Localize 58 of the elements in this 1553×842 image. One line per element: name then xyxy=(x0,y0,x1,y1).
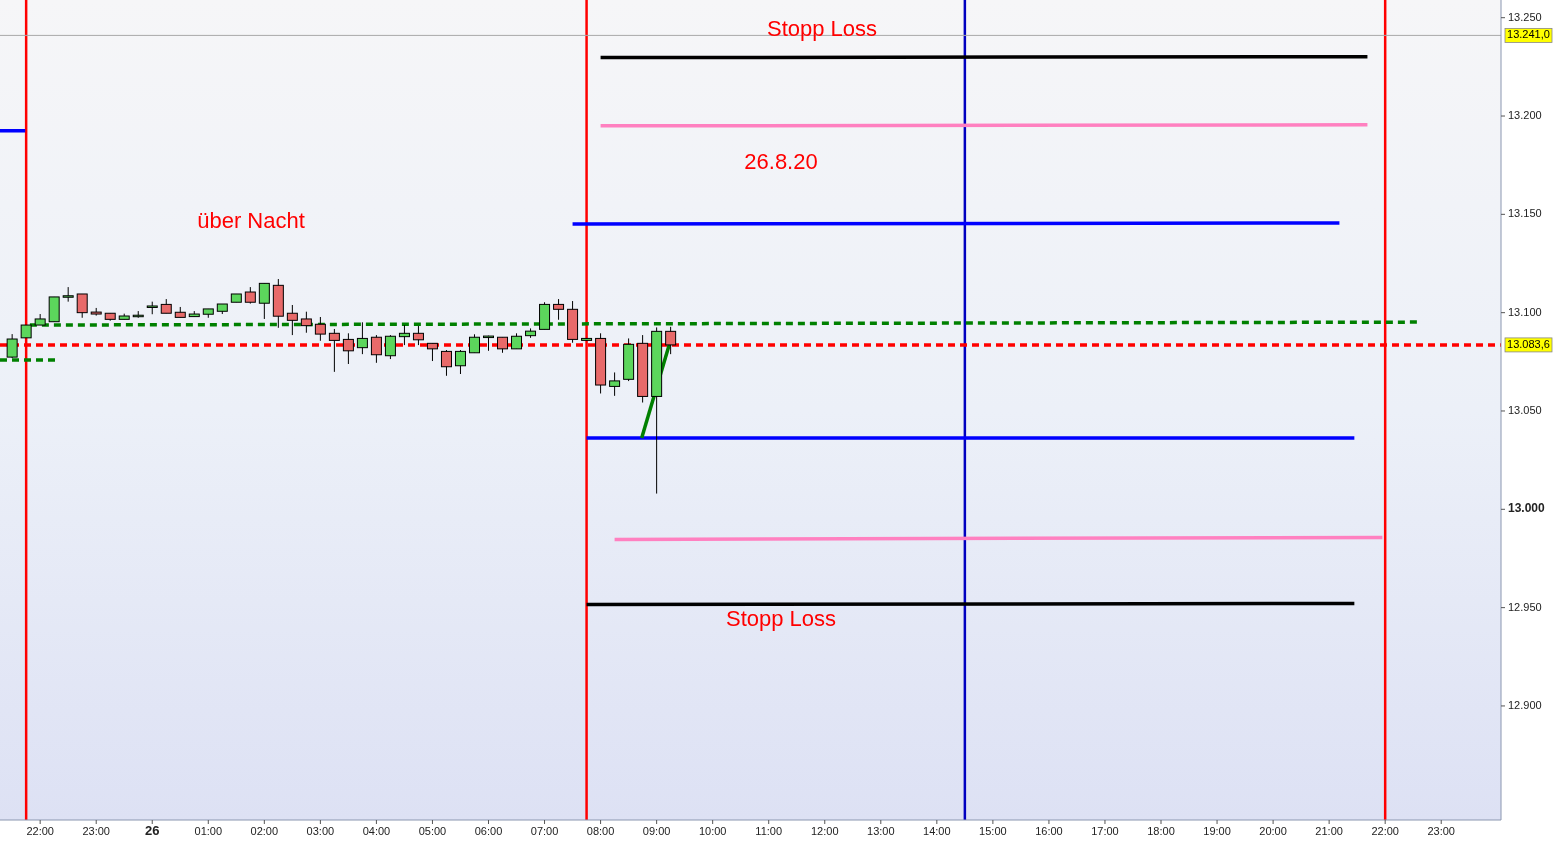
candlestick xyxy=(468,333,480,354)
x-tick-label: 10:00 xyxy=(698,824,727,837)
x-tick-label: 23:00 xyxy=(1427,824,1455,837)
ref-line-label: 13.083,6 xyxy=(1507,337,1550,350)
x-tick-label: 20:00 xyxy=(1259,824,1287,837)
candlestick xyxy=(300,311,312,334)
annotation: über Nacht xyxy=(197,207,305,233)
ref-line-label: 13.241,0 xyxy=(1507,28,1550,41)
annotation: Stopp Loss xyxy=(766,15,878,41)
y-tick-label: 13.050 xyxy=(1508,403,1542,416)
y-tick-label: 13.100 xyxy=(1508,305,1542,318)
x-tick-label: 26 xyxy=(145,823,160,839)
x-tick-label: 02:00 xyxy=(250,824,279,837)
x-tick-label: 12:00 xyxy=(810,824,839,837)
candlestick xyxy=(286,304,298,336)
candlestick xyxy=(398,324,410,346)
x-tick-label: 09:00 xyxy=(642,824,671,837)
x-tick-label: 16:00 xyxy=(1035,824,1063,837)
y-tick-label: 13.000 xyxy=(1508,501,1546,516)
candlestick xyxy=(370,334,382,364)
y-tick-label: 13.150 xyxy=(1508,207,1542,220)
candlestick xyxy=(356,321,368,355)
x-tick-label: 22:00 xyxy=(26,824,54,837)
x-tick-label: 18:00 xyxy=(1147,824,1175,837)
x-tick-label: 14:00 xyxy=(923,824,951,837)
candlestick xyxy=(665,326,677,355)
candlestick xyxy=(609,371,621,397)
candlestick xyxy=(384,334,396,360)
x-tick-label: 19:00 xyxy=(1203,824,1231,837)
x-tick-label: 04:00 xyxy=(362,824,391,837)
x-tick-label: 17:00 xyxy=(1091,824,1119,837)
x-tick-label: 01:00 xyxy=(194,824,223,837)
annotation: Stopp Loss xyxy=(725,605,837,631)
y-tick-label: 13.250 xyxy=(1508,10,1542,23)
candlestick xyxy=(454,349,466,375)
x-tick-label: 07:00 xyxy=(530,824,559,837)
x-tick-label: 03:00 xyxy=(306,824,335,837)
candlestick xyxy=(328,328,340,373)
y-tick-label: 12.900 xyxy=(1508,698,1542,711)
y-tick-label: 13.200 xyxy=(1508,108,1542,121)
x-tick-label: 21:00 xyxy=(1315,824,1343,837)
x-tick-label: 13:00 xyxy=(867,824,895,837)
candlestick xyxy=(258,282,270,320)
y-tick-label: 12.950 xyxy=(1508,600,1542,613)
x-tick-label: 11:00 xyxy=(755,824,783,837)
x-tick-label: 08:00 xyxy=(586,824,615,837)
x-tick-label: 05:00 xyxy=(418,824,447,837)
candlestick xyxy=(440,349,452,377)
candlestick xyxy=(553,298,565,321)
candlestick xyxy=(76,293,88,319)
x-tick-label: 23:00 xyxy=(82,824,110,837)
candlestick xyxy=(412,325,424,346)
candlestick xyxy=(314,316,326,342)
annotation: 26.8.20 xyxy=(744,148,818,174)
candlestick xyxy=(342,332,354,365)
x-tick-label: 22:00 xyxy=(1371,824,1399,837)
x-tick-label: 15:00 xyxy=(979,824,1007,837)
x-tick-label: 06:00 xyxy=(474,824,503,837)
